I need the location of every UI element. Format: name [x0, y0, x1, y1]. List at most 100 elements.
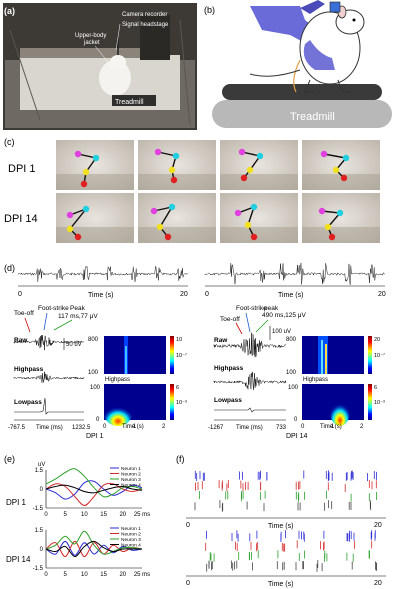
panel-c-row1-label: DPI 1	[8, 163, 36, 175]
xlabel-top-right: Time (s)	[278, 292, 303, 299]
gait-skeleton	[241, 151, 262, 179]
panel-e-row2-label: DPI 14	[6, 555, 31, 564]
gait-marker	[170, 176, 178, 184]
f-bot-start: 0	[186, 580, 190, 587]
panel-b-label: (b)	[204, 5, 215, 15]
peak-left: Peak	[70, 305, 86, 312]
colorbar-low-left	[170, 384, 174, 420]
gait-skeleton	[69, 207, 89, 238]
gait-marker	[318, 207, 326, 215]
cb-mid-high-left: 10⁻⁷	[176, 352, 187, 359]
gait-marker	[234, 209, 242, 217]
headstage-illustration	[329, 1, 341, 13]
lowpass-trace-left	[14, 397, 84, 415]
gait-marker	[332, 166, 340, 174]
ytop-high-right: 800	[286, 337, 297, 343]
rat-photo	[99, 60, 131, 96]
gait-marker	[80, 180, 88, 188]
callout-camera: Camera recorder	[122, 12, 167, 18]
x-tick-label: 5	[64, 512, 68, 518]
x-tick-label: 15	[100, 512, 107, 518]
gait-marker	[324, 223, 332, 231]
x2-low-left: 2	[162, 424, 166, 430]
gait-skeleton	[153, 205, 174, 238]
panel-d-right: Toe-off Foot-strike peak 490 ms,125 μV R…	[208, 305, 385, 440]
series-line-neuron-4	[45, 540, 142, 558]
trace-line	[213, 332, 287, 358]
f-top-end: 20	[374, 522, 382, 529]
gait-marker	[156, 223, 164, 231]
cb-top-low-right: 6	[374, 385, 377, 391]
y-tick-label: -1.5	[33, 566, 44, 572]
gait-marker	[328, 233, 336, 241]
cb-top-low-left: 6	[176, 385, 179, 391]
panel-e-label: (e)	[4, 454, 15, 464]
trace-line	[13, 335, 85, 351]
ybot-low-right: 0	[294, 417, 298, 423]
panel-e: (e) DPI 1 DPI 14 uV 1.50-1.50 5 10 15 20 25 m…	[4, 454, 150, 578]
gait-marker	[172, 152, 180, 160]
gait-marker	[256, 152, 264, 160]
panel-b: (b) Treadmill	[204, 0, 392, 128]
xlabel-low-right: Time (s)	[320, 424, 342, 430]
gait-marker	[66, 225, 74, 233]
x-tick-label: 0	[44, 512, 48, 518]
xlabel-low-left: Time (s)	[122, 424, 144, 430]
raw-trace-20s-dpi14	[204, 263, 385, 285]
f-bot-end: 20	[374, 580, 382, 587]
tick-top-right-end: 20	[378, 291, 386, 298]
ybot-low-left: 0	[96, 417, 100, 423]
gait-marker	[336, 209, 344, 217]
gait-marker	[342, 154, 350, 162]
panel-c: (c) DPI 1 DPI 14	[4, 137, 380, 243]
spike-raster-dpi14	[205, 530, 378, 572]
lowpass-label-left: Lowpass	[14, 399, 42, 406]
toe-off-right: Toe-off	[220, 316, 240, 323]
legend-entry: Neuron 1	[121, 526, 141, 532]
foot-strike-right: Foot-strike	[236, 305, 267, 312]
legend-entry: Neuron 4	[121, 542, 141, 548]
gait-skeleton	[321, 210, 342, 238]
y-tick-label: 0	[40, 547, 44, 553]
caption-right: DPI 14	[286, 433, 308, 440]
legend-entry: Neuron 1	[121, 466, 141, 472]
x-tick-label: 0	[44, 572, 48, 578]
gait-marker	[168, 203, 176, 211]
cb-mid-low-right: 10⁻³	[374, 400, 385, 406]
panel-a-label: (a)	[4, 6, 15, 16]
f-top-xlabel: Time (s)	[268, 523, 293, 530]
panel-d: (d) 0 20 Time (s) 0 20 Time (s) Toe-off …	[4, 263, 386, 440]
panel-e-row1-label: DPI 1	[6, 498, 27, 507]
xlabel-left: Time (ms)	[36, 425, 63, 431]
highpass-label-left: Highpass	[14, 366, 44, 373]
gait-marker	[320, 150, 328, 158]
caption-left: DPI 1	[86, 433, 104, 440]
xmax-left: 1232.5	[72, 425, 91, 431]
legend-entry: Neuron 4	[121, 482, 141, 488]
spectrogram-high-left	[104, 336, 166, 374]
xmax-right: 733	[276, 425, 287, 431]
spike-raster-dpi1	[194, 470, 378, 512]
peak-value-left: 117 ms,77 μV	[58, 313, 98, 320]
toe-off-left: Toe-off	[14, 310, 34, 317]
ybot-high-left: 100	[88, 370, 99, 376]
tick-top-left-start: 0	[18, 291, 22, 298]
colorbar-high-right	[368, 336, 372, 374]
gait-marker	[66, 211, 74, 219]
gait-marker	[340, 174, 348, 182]
highpass-trace-left	[13, 371, 85, 383]
x-tick-label: 10	[81, 512, 88, 518]
raw-label-right: Raw	[214, 337, 228, 344]
gait-marker	[250, 233, 258, 241]
highpass-trace-right	[213, 371, 287, 390]
trace-line	[13, 371, 85, 383]
gait-marker	[240, 174, 248, 182]
ytop-high-left: 800	[88, 337, 99, 343]
gait-marker	[82, 205, 90, 213]
ybot-high-right: 100	[286, 370, 297, 376]
xlabel-right: Time (ms)	[236, 425, 263, 431]
lowpass-label-right: Lowpass	[214, 397, 242, 404]
callout-treadmill: Treadmill	[115, 99, 144, 106]
